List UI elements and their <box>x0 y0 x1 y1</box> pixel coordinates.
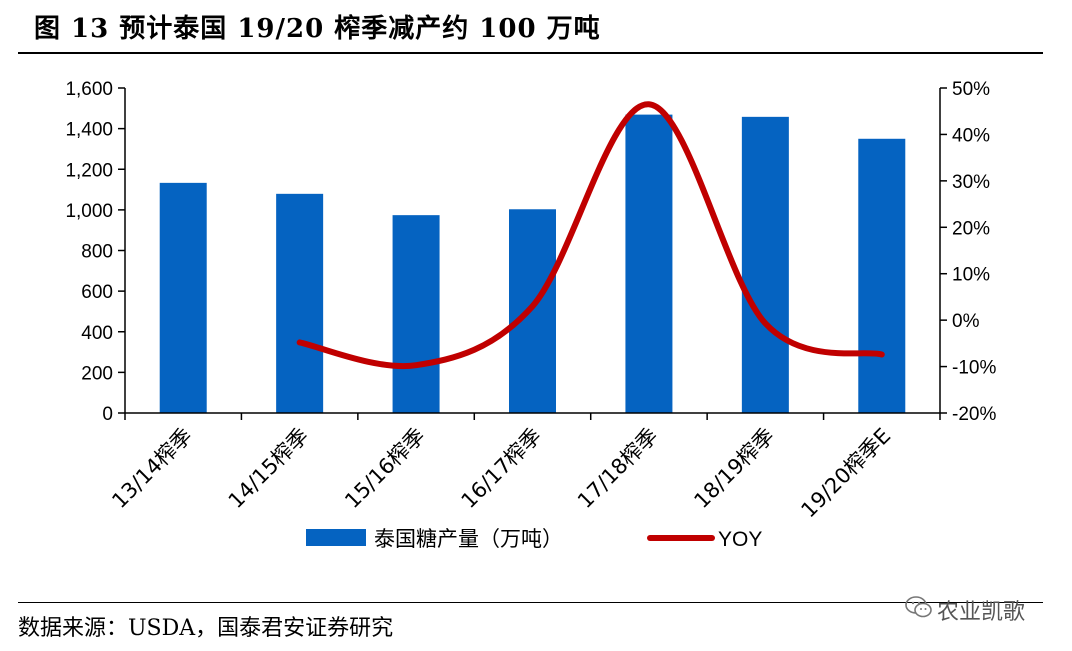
x-tick-label: 15/16榨季 <box>340 424 429 513</box>
right-tick-label: -10% <box>952 358 996 379</box>
right-tick-label: 10% <box>952 265 990 286</box>
figure-title: 图 13 预计泰国 19/20 榨季减产约 100 万吨 <box>34 14 601 44</box>
bar <box>741 116 789 413</box>
left-tick-label: 1,400 <box>65 120 113 141</box>
left-tick-label: 400 <box>81 323 113 344</box>
bar <box>159 182 207 413</box>
left-tick-label: 800 <box>81 242 113 263</box>
left-tick-label: 1,200 <box>65 160 113 181</box>
left-tick-label: 0 <box>102 404 113 425</box>
x-tick-label: 16/17榨季 <box>457 424 546 513</box>
right-tick-label: 20% <box>952 218 990 239</box>
left-tick-label: 1,000 <box>65 201 113 222</box>
legend: 泰国糖产量（万吨） YOY <box>306 527 762 551</box>
left-tick-label: 1,600 <box>65 79 113 100</box>
x-tick-label: 13/14榨季 <box>107 424 196 513</box>
right-tick-label: 50% <box>952 79 990 100</box>
legend-line-label: YOY <box>718 528 762 551</box>
left-tick-label: 600 <box>81 282 113 303</box>
right-tick-label: 30% <box>952 172 990 193</box>
watermark: 农业凯歌 <box>905 592 1055 626</box>
yoy-line-series <box>296 101 885 370</box>
yoy-line <box>296 101 885 370</box>
combo-chart: 0 200 400 600 800 1,000 1,200 1,400 1,600 -20% -1… <box>65 79 996 551</box>
right-axis: -20% -10% 0% 10% 20% 30% 40% 50% <box>939 79 996 425</box>
bar <box>392 215 440 413</box>
legend-bar-label: 泰国糖产量（万吨） <box>374 527 563 551</box>
legend-bar-swatch <box>306 529 366 546</box>
bar <box>276 193 324 413</box>
right-tick-label: 40% <box>952 125 990 146</box>
title-rule <box>18 52 1043 54</box>
x-tick-label: 18/19榨季 <box>689 424 778 513</box>
source-note: 数据来源：USDA，国泰君安证券研究 <box>18 616 394 641</box>
bar <box>858 138 906 413</box>
x-tick-label: 19/20榨季E <box>796 424 895 523</box>
watermark-text: 农业凯歌 <box>937 600 1026 625</box>
x-tick-label: 14/15榨季 <box>224 424 313 513</box>
bar-series <box>159 114 906 413</box>
wechat-icon <box>905 596 932 618</box>
x-axis: 13/14榨季 14/15榨季 15/16榨季 16/17榨季 17/18榨季 18/19… <box>107 412 941 523</box>
left-axis: 0 200 400 600 800 1,000 1,200 1,400 1,600 <box>65 79 126 425</box>
right-tick-label: 0% <box>952 311 980 332</box>
right-tick-label: -20% <box>952 404 996 425</box>
bar <box>625 114 673 413</box>
bar <box>509 209 556 413</box>
x-tick-label: 17/18榨季 <box>573 424 662 513</box>
left-tick-label: 200 <box>81 363 113 384</box>
footer-rule <box>18 602 1043 603</box>
